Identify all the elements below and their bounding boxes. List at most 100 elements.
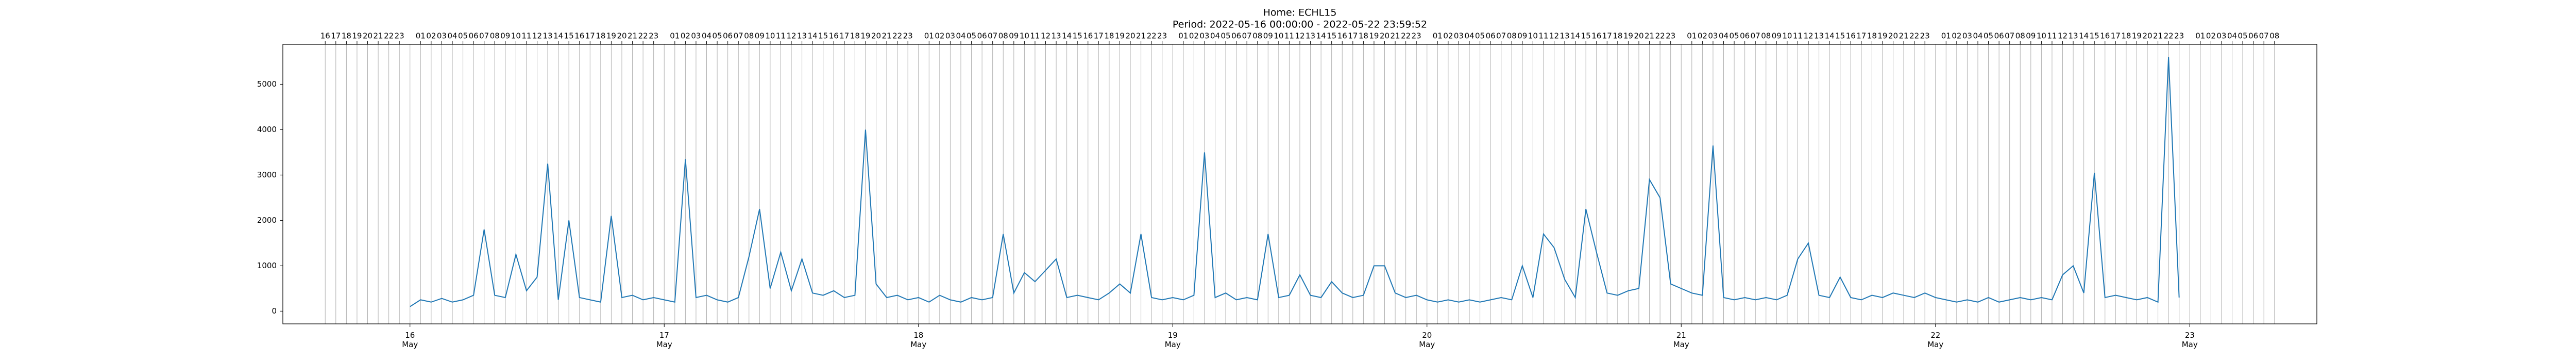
- x2-tick-label: 23: [649, 31, 658, 41]
- x2-tick-label: 11: [1793, 31, 1803, 41]
- x2-tick-label: 02: [426, 31, 436, 41]
- x2-tick-label: 22: [1655, 31, 1665, 41]
- x2-tick-label: 14: [1316, 31, 1326, 41]
- x2-tick-label: 08: [998, 31, 1008, 41]
- x2-tick-label: 06: [1994, 31, 2004, 41]
- x2-tick-label: 11: [776, 31, 786, 41]
- y-tick-label: 4000: [257, 125, 277, 134]
- x2-tick-label: 09: [1009, 31, 1019, 41]
- x2-tick-label: 21: [1136, 31, 1146, 41]
- x2-tick-label: 21: [882, 31, 892, 41]
- y-tick-label: 2000: [257, 216, 277, 225]
- x2-tick-label: 19: [352, 31, 362, 41]
- chart-title: Home: ECHL15: [1263, 7, 1337, 19]
- x2-tick-label: 17: [1602, 31, 1612, 41]
- x2-tick-label: 20: [1634, 31, 1643, 41]
- x2-tick-label: 15: [564, 31, 574, 41]
- x2-tick-label: 11: [1538, 31, 1548, 41]
- x2-tick-label: 11: [1284, 31, 1294, 41]
- x2-tick-label: 22: [638, 31, 648, 41]
- x2-tick-label: 16: [1846, 31, 1856, 41]
- x-tick-label: 17 May: [656, 331, 672, 349]
- x2-tick-label: 17: [331, 31, 341, 41]
- x2-tick-label: 04: [1464, 31, 1474, 41]
- x2-tick-label: 03: [437, 31, 447, 41]
- x2-tick-label: 19: [606, 31, 616, 41]
- x2-tick-label: 20: [617, 31, 626, 41]
- x2-tick-label: 19: [860, 31, 870, 41]
- x2-tick-label: 09: [755, 31, 765, 41]
- x-tick-label: 22 May: [1927, 331, 1943, 349]
- x2-tick-label: 17: [839, 31, 849, 41]
- x2-tick-label: 11: [1030, 31, 1040, 41]
- x2-tick-label: 15: [1835, 31, 1845, 41]
- x2-tick-label: 01: [924, 31, 934, 41]
- x2-tick-label: 02: [1189, 31, 1199, 41]
- x2-tick-label: 12: [1549, 31, 1559, 41]
- x2-tick-label: 21: [374, 31, 383, 41]
- x2-tick-label: 21: [2153, 31, 2163, 41]
- x2-tick-label: 06: [1231, 31, 1241, 41]
- x2-tick-label: 16: [1337, 31, 1347, 41]
- x2-tick-label: 08: [2015, 31, 2025, 41]
- x-tick-label: 23 May: [2182, 331, 2198, 349]
- x2-tick-label: 05: [1475, 31, 1485, 41]
- x2-tick-label: 14: [1062, 31, 1072, 41]
- x2-tick-label: 12: [2058, 31, 2067, 41]
- x2-tick-label: 18: [596, 31, 605, 41]
- x2-tick-label: 18: [342, 31, 351, 41]
- x2-tick-label: 10: [1528, 31, 1538, 41]
- x2-tick-label: 20: [363, 31, 372, 41]
- x2-tick-label: 10: [1274, 31, 1283, 41]
- x2-tick-label: 14: [808, 31, 818, 41]
- x2-tick-label: 23: [2174, 31, 2184, 41]
- x2-tick-label: 12: [786, 31, 796, 41]
- x2-tick-label: 07: [734, 31, 743, 41]
- x2-tick-label: 23: [903, 31, 913, 41]
- x2-tick-label: 05: [1984, 31, 1993, 41]
- x2-tick-label: 07: [2259, 31, 2269, 41]
- x2-tick-label: 01: [1687, 31, 1697, 41]
- x2-tick-label: 21: [628, 31, 637, 41]
- x2-tick-label: 16: [1083, 31, 1093, 41]
- x2-tick-label: 11: [521, 31, 531, 41]
- x2-tick-label: 23: [395, 31, 404, 41]
- x2-tick-label: 23: [1666, 31, 1675, 41]
- x2-tick-label: 21: [1645, 31, 1654, 41]
- x2-tick-label: 09: [1517, 31, 1527, 41]
- x2-tick-label: 04: [447, 31, 457, 41]
- y-tick-label: 0: [272, 306, 277, 316]
- x2-tick-label: 03: [691, 31, 701, 41]
- x2-tick-label: 08: [744, 31, 754, 41]
- x2-tick-label: 13: [543, 31, 553, 41]
- x2-tick-label: 08: [1507, 31, 1517, 41]
- x2-tick-label: 06: [1486, 31, 1496, 41]
- x2-tick-label: 15: [1581, 31, 1591, 41]
- x2-tick-label: 17: [585, 31, 595, 41]
- x2-tick-label: 14: [553, 31, 563, 41]
- x2-tick-label: 20: [2142, 31, 2152, 41]
- x2-tick-label: 08: [490, 31, 500, 41]
- y-tick-label: 3000: [257, 170, 277, 179]
- x2-tick-label: 01: [670, 31, 680, 41]
- x2-tick-label: 08: [2269, 31, 2279, 41]
- x2-tick-label: 01: [1941, 31, 1951, 41]
- x2-tick-label: 06: [2248, 31, 2258, 41]
- x2-tick-label: 16: [2100, 31, 2110, 41]
- x2-tick-label: 04: [956, 31, 965, 41]
- x2-tick-label: 07: [1751, 31, 1760, 41]
- x2-tick-label: 01: [1178, 31, 1188, 41]
- x2-tick-label: 23: [1157, 31, 1167, 41]
- x2-tick-label: 18: [850, 31, 860, 41]
- x2-tick-label: 13: [1814, 31, 1824, 41]
- x2-tick-label: 02: [935, 31, 944, 41]
- x2-tick-label: 05: [713, 31, 722, 41]
- x2-tick-label: 12: [1295, 31, 1304, 41]
- x2-tick-label: 14: [2079, 31, 2089, 41]
- x2-tick-label: 05: [458, 31, 468, 41]
- x2-tick-label: 01: [416, 31, 426, 41]
- x2-tick-label: 13: [797, 31, 807, 41]
- x2-tick-label: 23: [1412, 31, 1421, 41]
- x2-tick-label: 14: [1825, 31, 1835, 41]
- x2-tick-label: 17: [1094, 31, 1104, 41]
